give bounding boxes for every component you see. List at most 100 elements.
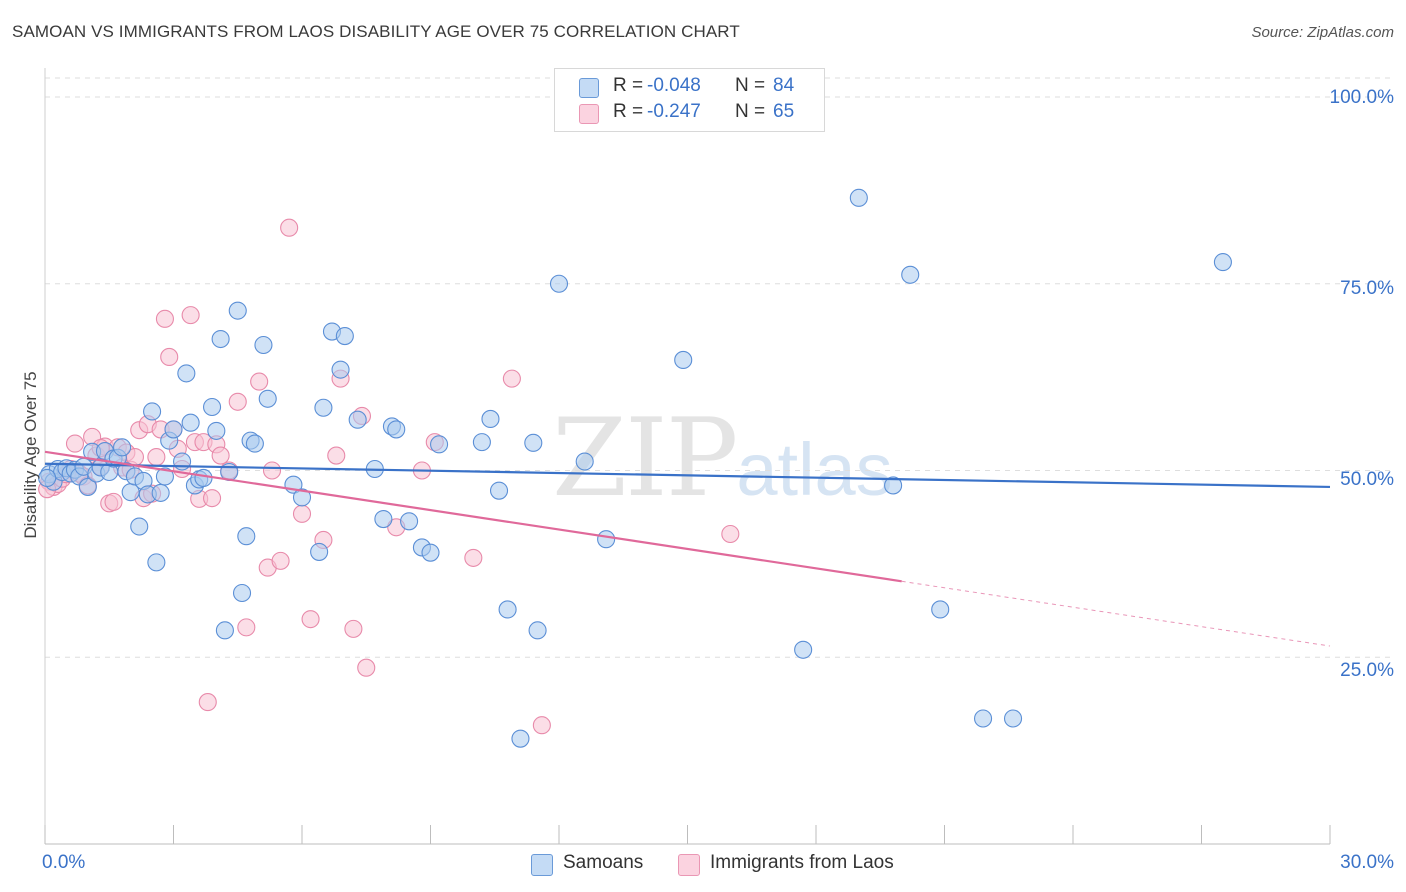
bottom-legend-swatch-laos [678,854,700,876]
samoan-point [113,438,132,457]
samoan-point [177,364,196,383]
samoan-point [794,640,813,659]
trend-lines [44,450,1331,647]
laos-point [104,492,123,511]
samoan-point [211,329,230,349]
laos-point [181,306,200,325]
laos-point [327,446,346,465]
laos-point [280,218,299,237]
samoan-point [310,542,329,561]
samoan-point [130,517,149,536]
legend-swatch-samoans [579,78,599,98]
samoan-point [143,402,162,421]
laos-point [357,658,376,677]
x-tick-label-max: 30.0% [1340,852,1394,873]
legend-n-value: 65 [773,101,795,122]
samoan-point [901,265,920,284]
legend-n-label: N = [735,75,766,96]
laos-point [203,489,222,508]
samoan-point [575,452,594,471]
samoan-point [147,553,166,572]
bottom-legend-label: Immigrants from Laos [710,852,894,873]
samoan-point [973,709,993,728]
y-tick-label: 75.0% [1340,278,1394,299]
samoan-point [1213,253,1232,272]
axes [44,68,1331,845]
samoan-point [511,729,530,748]
samoan-point [207,421,226,440]
legend-n-label: N = [735,101,766,122]
samoan-point [481,409,500,429]
laos-point [502,369,521,388]
bottom-legend-laos: Immigrants from Laos [678,852,938,876]
samoan-point [155,467,174,486]
laos-point [147,448,166,467]
laos-point [160,347,179,367]
laos-point [237,618,256,637]
bottom-legend-swatch-samoans [531,854,553,876]
legend-r-label: R = [613,101,644,122]
samoan-point [400,512,419,531]
laos-point [271,551,290,570]
source-label: Source: ZipAtlas.com [1251,24,1394,41]
chart-title: SAMOAN VS IMMIGRANTS FROM LAOS DISABILIT… [12,22,740,41]
samoan-point [674,350,693,369]
samoan-point [1003,709,1023,728]
samoan-point [78,477,97,496]
legend-swatch-laos [579,104,599,124]
samoan-point [931,600,950,619]
laos-point [65,434,85,453]
samoan-point [228,301,247,320]
y-tick-label: 100.0% [1329,87,1394,108]
laos-point [344,619,363,638]
samoan-point [164,420,183,439]
samoan-point [472,433,491,452]
laos-point [155,309,174,328]
legend-r-value: -0.048 [647,75,701,96]
watermark-atlas: atlas [736,428,893,511]
laos-point [532,716,551,735]
y-axis-label: Disability Age Over 75 [21,371,40,539]
samoan-point [203,397,222,417]
samoan-point [237,527,256,546]
samoan-point [387,420,406,439]
samoan-point [331,360,350,379]
samoan-point [151,483,170,502]
samoan-point [549,274,569,293]
samoan-point [181,413,200,432]
samoan-point [528,621,547,640]
laos-point [250,372,269,391]
samoan-point [215,621,234,640]
samoan-point [498,600,517,619]
samoan-point [258,389,277,408]
laos-point [292,504,312,523]
laos-point [721,524,740,544]
laos-trend-line-dashed [901,580,1331,647]
correlation-legend: R = -0.048 N = 84 R = -0.247 N = 65 [554,68,825,132]
laos-point [464,548,483,567]
legend-r-value: -0.247 [647,101,701,122]
samoan-point [173,452,192,471]
laos-point [228,392,247,411]
samoan-point [348,410,367,429]
legend-r-label: R = [613,75,644,96]
samoan-point [430,435,449,454]
samoan-point [232,583,252,603]
samoan-trend-line [44,462,1331,489]
legend-n-value: 84 [773,75,795,96]
samoan-point [884,476,903,495]
bottom-legend-samoans: Samoans [531,852,691,876]
samoan-point [292,488,312,507]
samoan-point [849,188,868,207]
y-tick-label: 25.0% [1340,660,1394,681]
y-tick-label: 50.0% [1340,469,1394,490]
samoan-point [421,543,440,562]
samoan-point [194,468,213,488]
samoan-points [38,188,1232,748]
bottom-legend-label: Samoans [563,852,644,873]
x-tick-label-min: 0.0% [42,852,86,873]
laos-trend-line [44,450,902,583]
laos-point [262,461,282,480]
samoan-point [489,481,509,500]
